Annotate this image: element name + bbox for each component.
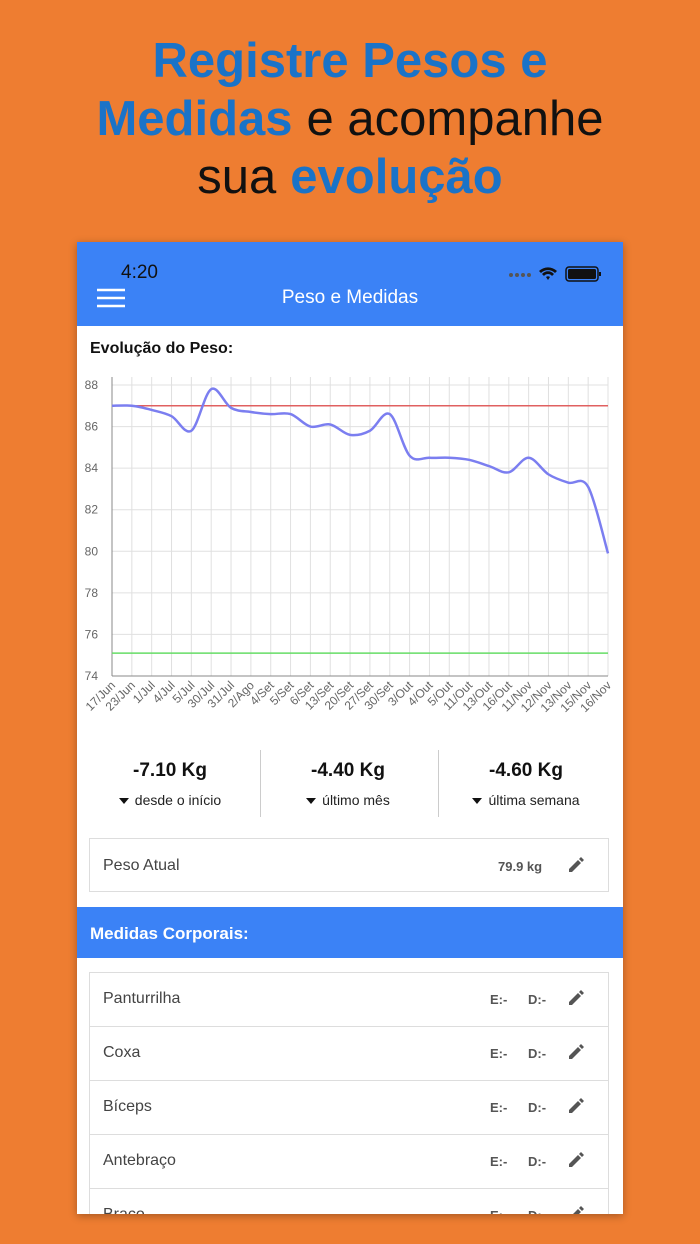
headline-line: Registre Pesos e	[0, 32, 700, 90]
current-weight-value: 79.9 kg	[498, 859, 543, 874]
measure-name: Coxa	[103, 1044, 141, 1061]
status-time: 4:20	[121, 262, 158, 283]
edit-icon[interactable]	[569, 1043, 585, 1059]
stat-label: desde o início	[134, 792, 222, 808]
divider	[438, 750, 439, 817]
stat-label: última semana	[488, 792, 580, 808]
measure-name: Braço	[103, 1206, 145, 1214]
stats: -7.10 Kg desde o início -4.40 Kg último mês…	[77, 750, 623, 830]
edit-icon[interactable]	[569, 989, 585, 1005]
edit-button[interactable]	[569, 1151, 585, 1172]
divider	[260, 750, 261, 817]
measure-right: D:-	[528, 1100, 547, 1115]
stat-value: -7.10 Kg	[133, 760, 207, 781]
stat-value: -4.40 Kg	[311, 760, 385, 781]
measure-right: D:-	[528, 1046, 547, 1061]
measure-right: D:-	[528, 1154, 547, 1169]
weight-line	[111, 387, 610, 554]
down-arrow	[118, 798, 129, 805]
app-bar: 4:20 Peso e Medidas	[77, 242, 623, 326]
edit-button[interactable]	[569, 989, 585, 1010]
headline-line: sua evolução	[0, 148, 700, 206]
measure-name: Bíceps	[103, 1098, 152, 1115]
measure-right: D:-	[528, 1208, 546, 1214]
edit-icon[interactable]	[569, 1097, 585, 1113]
measure-left: E:-	[490, 1154, 508, 1169]
measure-row[interactable]: Bíceps E:- D:-	[89, 1080, 609, 1135]
headline-line: Medidas e acompanhe	[0, 90, 700, 148]
headline-text: sua	[197, 150, 277, 204]
measure-left: E:-	[490, 1208, 507, 1214]
measure-row[interactable]: Antebraço E:- D:-	[89, 1134, 609, 1189]
headline-text: evolução	[290, 150, 503, 204]
headline-text: Medidas	[96, 92, 293, 146]
stat-caption: desde o início	[81, 792, 259, 808]
stat-caption: última semana	[437, 792, 615, 808]
current-weight-label: Peso Atual	[103, 857, 180, 874]
measure-name: Panturrilha	[103, 990, 181, 1007]
down-arrow	[306, 798, 317, 805]
y-tick-label: 76	[85, 627, 99, 641]
measure-right: D:-	[528, 992, 547, 1007]
y-tick-label: 78	[85, 586, 99, 600]
y-tick-label: 74	[85, 669, 99, 683]
current-weight[interactable]: Peso Atual 79.9 kg	[89, 838, 609, 892]
y-tick-label: 82	[85, 503, 99, 517]
headline-text: Registre Pesos e	[152, 34, 548, 88]
y-tick-label: 80	[85, 544, 99, 558]
measure-left: E:-	[490, 1100, 508, 1115]
y-tick-label: 88	[85, 378, 99, 392]
measure-name: Antebraço	[103, 1152, 176, 1169]
edit-button[interactable]	[569, 1205, 585, 1214]
chart-title: Evolução do Peso:	[90, 340, 233, 357]
measure-row[interactable]: Panturrilha E:- D:-	[89, 972, 609, 1027]
edit-icon[interactable]	[569, 856, 585, 872]
measure-left: E:-	[490, 1046, 508, 1061]
stat-label: último mês	[322, 792, 390, 808]
measures-title: Medidas Corporais:	[90, 924, 249, 943]
app-title: Peso e Medidas	[281, 287, 419, 308]
measure-left: E:-	[490, 992, 508, 1007]
measure-row[interactable]: Braço E:- D:-	[89, 1188, 609, 1214]
y-tick-label: 84	[85, 461, 99, 475]
headline-text: e acompanhe	[306, 92, 604, 146]
measure-row[interactable]: Coxa E:- D:-	[89, 1026, 609, 1081]
edit-icon[interactable]	[569, 1205, 585, 1214]
stat: -7.10 Kg desde o início	[81, 760, 259, 808]
headline: Registre Pesos e Medidas e acompanhe sua evo…	[0, 32, 700, 206]
stat-value: -4.60 Kg	[489, 760, 563, 781]
stat: -4.60 Kg última semana	[437, 760, 615, 808]
status-icons	[509, 266, 601, 282]
menu-button[interactable]	[97, 288, 125, 308]
stat-caption: último mês	[259, 792, 437, 808]
edit-icon[interactable]	[569, 1151, 585, 1167]
weight-chart: Evolução do Peso: 747678808284868817/Jun…	[83, 340, 614, 715]
phone-screen: 4:20 Peso e Medidas Evolução do Peso: 74…	[77, 242, 623, 1214]
edit-button[interactable]	[569, 1097, 585, 1118]
measures-header: Medidas Corporais:	[77, 907, 623, 958]
down-arrow	[472, 798, 483, 805]
y-tick-label: 86	[85, 420, 99, 434]
stat: -4.40 Kg último mês	[259, 760, 437, 808]
edit-button[interactable]	[569, 1043, 585, 1064]
